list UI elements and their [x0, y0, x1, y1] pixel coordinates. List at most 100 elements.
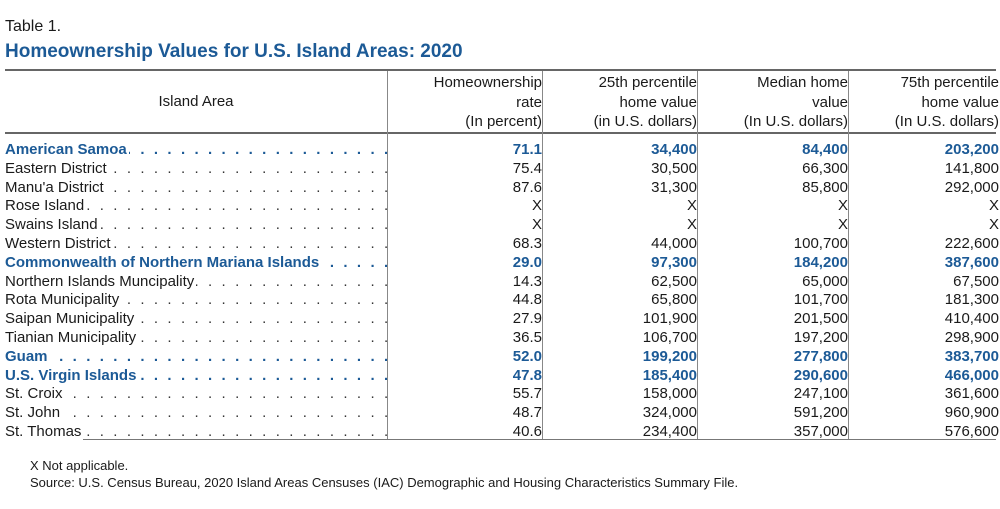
percentile-75-cell: 141,800	[944, 159, 999, 177]
table-body: . . . . . . . . . . . . . . . . . . . . …	[5, 141, 999, 442]
percentile-25-cell: 101,900	[642, 310, 697, 328]
homeownership-rate-cell: 36.5	[512, 328, 542, 346]
header-line: (In percent)	[465, 113, 542, 130]
island-area-cell: . . . . . . . . . . . . . . . . . . . . …	[5, 253, 387, 273]
percentile-25-cell: 34,400	[651, 141, 697, 158]
table-row: . . . . . . . . . . . . . . . . . . . . …	[5, 385, 999, 404]
homeownership-rate-cell: 44.8	[512, 291, 542, 309]
table-row: . . . . . . . . . . . . . . . . . . . . …	[5, 310, 999, 329]
island-area-name: American Samoa	[5, 141, 129, 158]
table-title: Homeownership Values for U.S. Island Are…	[5, 41, 463, 62]
median-value-cell: 290,600	[793, 366, 848, 384]
island-area-name: Eastern District	[5, 159, 109, 177]
island-area-cell: . . . . . . . . . . . . . . . . . . . . …	[5, 272, 387, 292]
not-applicable-note: X Not applicable.	[30, 458, 129, 473]
table-row: . . . . . . . . . . . . . . . . . . . . …	[5, 366, 999, 386]
header-island-area: Island Area	[5, 71, 387, 132]
percentile-75-cell: 181,300	[944, 291, 999, 309]
percentile-75-cell: 960,900	[944, 404, 999, 422]
header-rule	[5, 132, 996, 134]
island-area-name: Commonwealth of Northern Mariana Islands	[5, 253, 322, 271]
percentile-75-cell: 292,000	[944, 178, 999, 196]
header-line: (in U.S. dollars)	[593, 113, 697, 130]
percentile-75-cell: 67,500	[953, 272, 999, 290]
percentile-25-cell: 234,400	[642, 422, 697, 440]
header-line: home value	[619, 93, 697, 111]
percentile-25-cell: 324,000	[642, 404, 697, 422]
island-area-name: St. Thomas	[5, 422, 84, 440]
table-row: . . . . . . . . . . . . . . . . . . . . …	[5, 253, 999, 273]
percentile-75-cell: 387,600	[944, 253, 999, 271]
homeownership-rate-cell: 48.7	[512, 404, 542, 422]
header-line: Homeownership	[433, 74, 542, 91]
homeownership-rate-cell: 68.3	[512, 234, 542, 252]
homeownership-rate-cell: 29.0	[512, 253, 542, 271]
header-line: (In U.S. dollars)	[743, 113, 848, 130]
table-row: . . . . . . . . . . . . . . . . . . . . …	[5, 291, 999, 310]
table-notes: X Not applicable. Source: U.S. Census Bu…	[30, 457, 738, 491]
median-value-cell: X	[837, 216, 848, 234]
header-island-area-label: Island Area	[158, 92, 234, 110]
dot-leader: . . . . . . . . . . . . . . . . . . . . …	[5, 347, 387, 365]
percentile-25-cell: 185,400	[642, 366, 697, 384]
island-area-cell: . . . . . . . . . . . . . . . . . . . . …	[5, 178, 387, 198]
median-value-cell: X	[837, 197, 848, 215]
table-row: . . . . . . . . . . . . . . . . . . . . …	[5, 422, 999, 442]
percentile-75-cell: X	[988, 216, 999, 234]
table-row: . . . . . . . . . . . . . . . . . . . . …	[5, 347, 999, 367]
median-value-cell: 357,000	[793, 422, 848, 440]
island-area-cell: . . . . . . . . . . . . . . . . . . . . …	[5, 141, 387, 160]
island-area-cell: . . . . . . . . . . . . . . . . . . . . …	[5, 347, 387, 367]
dot-leader: . . . . . . . . . . . . . . . . . . . . …	[5, 385, 387, 403]
column-divider	[387, 71, 388, 440]
homeownership-rate-cell: 27.9	[512, 310, 542, 328]
percentile-75-cell: 410,400	[944, 310, 999, 328]
island-area-name: U.S. Virgin Islands	[5, 366, 139, 384]
percentile-75-cell: 466,000	[944, 366, 999, 384]
island-area-cell: . . . . . . . . . . . . . . . . . . . . …	[5, 234, 387, 254]
median-value-cell: 65,000	[802, 272, 848, 290]
header-line: 75th percentile	[900, 74, 999, 91]
source-note: Source: U.S. Census Bureau, 2020 Island …	[30, 475, 739, 490]
island-area-name: Manu'a District	[5, 178, 106, 196]
island-area-name: Tianian Municipality	[5, 328, 139, 346]
island-area-cell: . . . . . . . . . . . . . . . . . . . . …	[5, 366, 387, 386]
island-area-name: Saipan Municipality	[5, 310, 137, 328]
percentile-75-cell: 222,600	[944, 234, 999, 252]
median-value-cell: 184,200	[793, 253, 848, 271]
table-row: . . . . . . . . . . . . . . . . . . . . …	[5, 178, 999, 198]
homeownership-rate-cell: 87.6	[512, 178, 542, 196]
header-25th-percentile: 25th percentile home value (in U.S. doll…	[542, 71, 697, 132]
percentile-25-cell: 199,200	[642, 347, 697, 365]
percentile-25-cell: 62,500	[651, 272, 697, 290]
homeownership-rate-cell: 75.4	[512, 159, 542, 177]
percentile-75-cell: 298,900	[944, 328, 999, 346]
island-area-cell: . . . . . . . . . . . . . . . . . . . . …	[5, 159, 387, 179]
median-value-cell: 101,700	[793, 291, 848, 309]
median-value-cell: 100,700	[793, 234, 848, 252]
island-area-name: St. Croix	[5, 385, 65, 403]
table-header: Island Area Homeownership rate (In perce…	[5, 71, 999, 132]
bottom-rule	[5, 439, 996, 440]
table-row: . . . . . . . . . . . . . . . . . . . . …	[5, 272, 999, 292]
median-value-cell: 84,400	[802, 141, 848, 158]
percentile-25-cell: X	[686, 216, 697, 234]
median-value-cell: 247,100	[793, 385, 848, 403]
table-row: . . . . . . . . . . . . . . . . . . . . …	[5, 328, 999, 348]
island-area-name: Northern Islands Muncipality	[5, 272, 197, 290]
table-row: . . . . . . . . . . . . . . . . . . . . …	[5, 159, 999, 179]
island-area-cell: . . . . . . . . . . . . . . . . . . . . …	[5, 216, 387, 235]
column-divider	[697, 71, 698, 440]
percentile-25-cell: 30,500	[651, 159, 697, 177]
homeownership-rate-cell: X	[531, 197, 542, 215]
median-value-cell: 197,200	[793, 328, 848, 346]
percentile-25-cell: 65,800	[651, 291, 697, 309]
percentile-25-cell: 106,700	[642, 328, 697, 346]
header-line: Median home	[757, 74, 848, 91]
header-line: rate	[516, 93, 542, 111]
median-value-cell: 85,800	[802, 178, 848, 196]
percentile-75-cell: X	[988, 197, 999, 215]
column-divider	[542, 71, 543, 440]
island-area-cell: . . . . . . . . . . . . . . . . . . . . …	[5, 310, 387, 329]
percentile-25-cell: 31,300	[651, 178, 697, 196]
